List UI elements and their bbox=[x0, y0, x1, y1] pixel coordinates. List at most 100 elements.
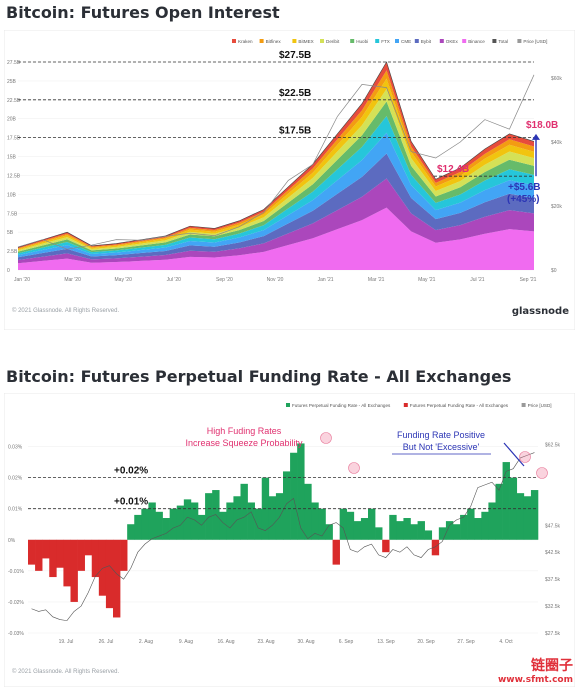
glassnode-logo: glassnode bbox=[511, 306, 569, 317]
funding-rate-bar bbox=[35, 539, 43, 571]
funding-rate-bar bbox=[368, 508, 376, 540]
x-tick-label: 4. Oct bbox=[499, 639, 513, 645]
price-tick-label: $32.5k bbox=[545, 604, 561, 610]
funding-rate-bar bbox=[339, 508, 348, 540]
x-tick-label: 13. Sep bbox=[377, 639, 394, 645]
funding-rate-bar bbox=[332, 539, 340, 565]
funding-rate-bar bbox=[233, 496, 241, 540]
y-tick-label: -0.01% bbox=[8, 569, 24, 575]
funding-rate-bar bbox=[28, 539, 36, 565]
funding-rate-bar bbox=[205, 493, 213, 540]
y-tick-label: 27.5B bbox=[7, 60, 21, 66]
legend-swatch bbox=[439, 39, 444, 43]
watermark-url: www.sfmt.com bbox=[497, 675, 573, 685]
legend-label: Futures Perpetual Funding Rate - All Exc… bbox=[410, 403, 509, 408]
funding-rate-bar bbox=[346, 511, 355, 540]
funding-rate-bar bbox=[219, 511, 227, 540]
funding-rate-bar bbox=[127, 524, 135, 540]
high-label: $18.0B bbox=[526, 120, 558, 131]
funding-rate-bar bbox=[77, 539, 85, 571]
change-label: +$5.6B bbox=[508, 182, 541, 193]
legend-label: Huobi bbox=[356, 39, 368, 44]
x-tick-label: Sep '21 bbox=[520, 277, 537, 283]
chart1-title: Bitcoin: Futures Open Interest bbox=[6, 3, 280, 22]
legend-swatch bbox=[403, 403, 408, 407]
legend-label: OKEx bbox=[446, 39, 459, 44]
legend-label: Deribit bbox=[326, 39, 340, 44]
legend-label: Total bbox=[498, 39, 508, 44]
x-tick-label: Jan '21 bbox=[318, 277, 334, 283]
funding-rate-bar bbox=[467, 508, 475, 540]
oi-area-layer bbox=[18, 178, 534, 264]
funding-rate-bar bbox=[183, 499, 192, 540]
highlight-circle bbox=[348, 462, 360, 474]
highlight-circle bbox=[536, 467, 548, 479]
funding-rate-bar bbox=[311, 502, 319, 540]
note-left-line2: Increase Squeeze Probability bbox=[185, 438, 303, 448]
highlight-circle bbox=[320, 432, 332, 444]
watermark-cn: 链圈子 bbox=[531, 658, 573, 674]
level-label: $17.5B bbox=[279, 126, 311, 137]
funding-rate-bar bbox=[502, 462, 510, 540]
legend-label: FTX bbox=[381, 39, 390, 44]
note-left-line1: High Fuding Rates bbox=[207, 426, 282, 436]
funding-rate-bar bbox=[438, 527, 447, 540]
funding-rate-bar bbox=[445, 521, 454, 540]
legend-swatch bbox=[320, 39, 324, 43]
price-tick-label: $40k bbox=[551, 140, 562, 146]
x-tick-label: 16. Aug bbox=[218, 639, 235, 645]
x-tick-label: 27. Sep bbox=[457, 639, 474, 645]
funding-rate-bar bbox=[410, 524, 418, 540]
funding-rate-bar bbox=[247, 502, 255, 540]
legend-swatch bbox=[375, 39, 380, 43]
y-tick-label: 25B bbox=[7, 79, 17, 85]
funding-rate-bar bbox=[396, 521, 404, 540]
funding-rate-bar bbox=[389, 514, 397, 540]
legend-swatch bbox=[521, 403, 526, 407]
note-right-line1: Funding Rate Positive bbox=[397, 430, 485, 440]
price-tick-label: $27.5k bbox=[545, 631, 561, 637]
chart2-axes: 0.03% 0.02% 0.01% 0% -0.01% -0.02% -0.03% 19. J… bbox=[8, 442, 561, 645]
chart1-axes: 27.5B 25B 22.5B 20B 17.5B 15B 12.5B 10B 7.5B 5B 2.… bbox=[7, 60, 562, 283]
funding-rate-bar bbox=[91, 539, 100, 578]
funding-rate-bar bbox=[84, 539, 93, 556]
chart2-annotations: +0.02% +0.01% High Fuding Rates Increase Sq… bbox=[28, 426, 548, 510]
level-label: $22.5B bbox=[279, 88, 311, 99]
legend-swatch bbox=[232, 39, 236, 43]
x-tick-label: 2. Aug bbox=[139, 639, 153, 645]
price-tick-label: $20k bbox=[551, 204, 562, 210]
legend-swatch bbox=[414, 39, 419, 43]
y-tick-label: 10B bbox=[7, 192, 17, 198]
level-label: $27.5B bbox=[279, 50, 311, 61]
funding-rate-bar bbox=[325, 524, 333, 540]
funding-rate-bar bbox=[474, 518, 482, 540]
y-tick-label: 20B bbox=[7, 117, 17, 123]
funding-rate-bar bbox=[198, 514, 206, 540]
funding-rate-bar bbox=[49, 539, 57, 578]
funding-rate-bar bbox=[283, 471, 291, 540]
chart2-price-line bbox=[31, 452, 535, 621]
funding-rate-bar bbox=[120, 539, 128, 571]
funding-rate-bar bbox=[523, 496, 532, 540]
chart2-footer: © 2021 Glassnode. All Rights Reserved. bbox=[12, 669, 120, 675]
y-tick-label: 12.5B bbox=[7, 173, 21, 179]
y-tick-label: 2.5B bbox=[7, 249, 18, 255]
y-tick-label: 0% bbox=[8, 538, 16, 544]
funding-rate-chart: Futures Perpetual Funding Rate - All Exc… bbox=[3, 392, 576, 688]
funding-rate-bar bbox=[155, 511, 163, 540]
y-tick-label: -0.03% bbox=[8, 631, 24, 637]
funding-rate-bar bbox=[495, 483, 503, 540]
funding-rate-bar bbox=[56, 539, 64, 568]
chart2-title: Bitcoin: Futures Perpetual Funding Rate … bbox=[6, 367, 512, 386]
legend-label: Kraken bbox=[238, 39, 253, 44]
legend-label: Binance bbox=[468, 39, 485, 44]
x-tick-label: May '20 bbox=[115, 277, 133, 283]
funding-rate-bar bbox=[431, 539, 440, 556]
y-tick-label: 0.01% bbox=[8, 507, 23, 513]
funding-rate-bar bbox=[169, 508, 178, 540]
funding-rate-bar bbox=[70, 539, 78, 602]
funding-rate-bar bbox=[105, 539, 114, 609]
level-label: +0.01% bbox=[114, 497, 148, 508]
x-tick-label: May '21 bbox=[418, 277, 436, 283]
funding-rate-bar bbox=[134, 514, 142, 540]
